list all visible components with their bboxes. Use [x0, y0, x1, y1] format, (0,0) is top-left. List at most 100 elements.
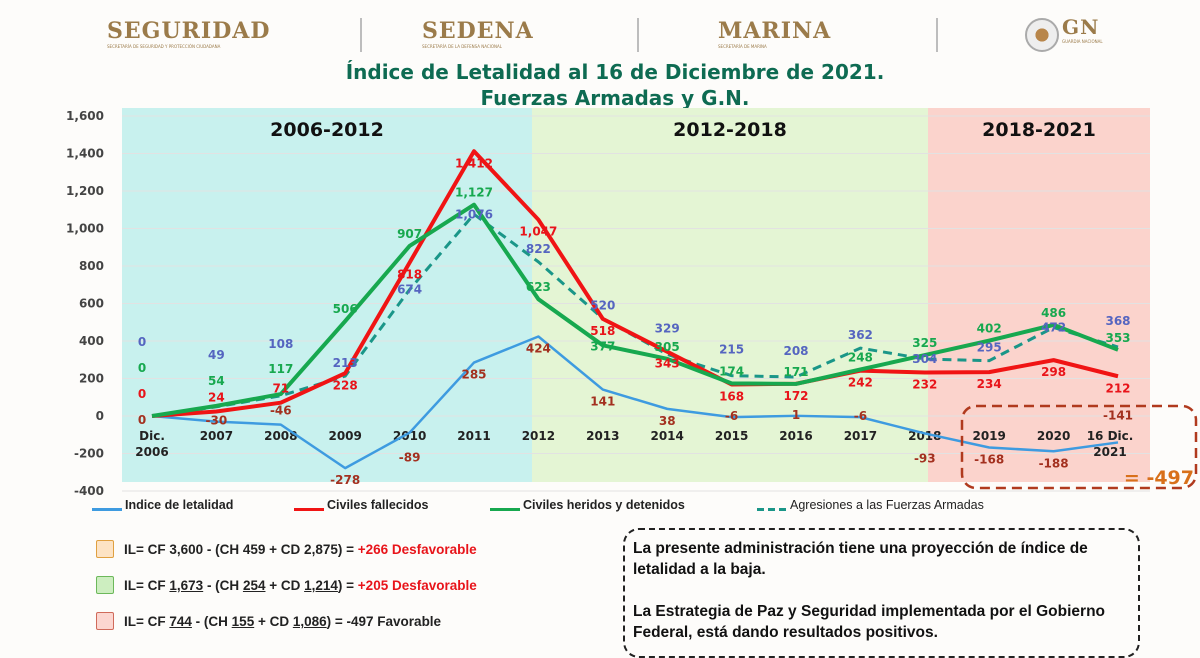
data-label: 295	[977, 341, 1002, 355]
data-label: 518	[590, 324, 615, 338]
formula-text: 1,214	[304, 578, 338, 593]
x-tick-label: 16 Dic.	[1087, 429, 1134, 443]
message-paragraph: La presente administración tiene una pro…	[633, 540, 1088, 578]
data-label: 228	[333, 378, 358, 392]
logo-separator	[637, 18, 639, 52]
data-label: 329	[655, 321, 680, 335]
legend-swatch	[294, 508, 324, 511]
formula-text: ) = -497 Favorable	[326, 614, 442, 629]
data-label: 242	[848, 376, 873, 390]
formula-text: 254	[242, 578, 266, 593]
y-tick-label: 1,400	[66, 147, 104, 161]
formula-text: ) =	[337, 578, 358, 593]
data-label: 0	[138, 413, 146, 427]
chart-title-line1: Índice de Letalidad al 16 de Diciembre d…	[345, 60, 885, 84]
period-label: 2006-2012	[270, 119, 384, 141]
data-label: 212	[1105, 381, 1130, 395]
data-label: 141	[590, 395, 615, 409]
formula-text: 1,673	[169, 578, 204, 593]
data-label: -6	[725, 409, 738, 423]
data-label: -188	[1039, 456, 1069, 470]
data-label: 208	[783, 344, 808, 358]
y-tick-label: 800	[79, 259, 104, 273]
data-label: 325	[912, 336, 937, 350]
data-label: 674	[397, 283, 422, 297]
formula-text: 1,086	[292, 614, 327, 629]
y-tick-label: -400	[74, 484, 104, 498]
y-tick-label: 200	[79, 372, 104, 386]
data-label: 215	[719, 343, 744, 357]
data-label: 362	[848, 328, 873, 342]
data-label: 248	[848, 351, 873, 365]
data-label: 49	[208, 348, 225, 362]
data-label: 472	[1041, 321, 1066, 335]
logo-sedena: SEDENA SECRETARÍA DE LA DEFENSA NACIONAL	[422, 18, 534, 49]
y-tick-label: 1,000	[66, 222, 104, 236]
data-label: 402	[977, 322, 1002, 336]
x-tick-label: 2006	[135, 445, 168, 459]
period-label: 2018-2021	[982, 119, 1096, 141]
period-label: 2012-2018	[673, 119, 787, 141]
logo-gn: GN GUARDIA NACIONAL	[1062, 15, 1103, 44]
data-label: 0	[138, 361, 146, 375]
data-label: -89	[399, 451, 421, 465]
data-label: 168	[719, 390, 744, 404]
legend-swatch	[490, 508, 520, 511]
period-color-box	[96, 540, 114, 558]
formula-text: 155	[231, 614, 255, 629]
x-tick-label: 2016	[779, 429, 812, 443]
formula-row: IL= CF 744 - (CH 155 + CD 1,086) = -497 …	[96, 612, 441, 630]
y-tick-label: 1,600	[66, 109, 104, 123]
data-label: 304	[912, 352, 937, 366]
data-label: 0	[138, 335, 146, 349]
data-label: -141	[1103, 408, 1133, 422]
gn-emblem-icon	[1025, 18, 1059, 52]
data-label: 213	[333, 356, 358, 370]
data-label: 305	[655, 340, 680, 354]
data-label: 172	[783, 389, 808, 403]
x-tick-label: 2011	[457, 429, 490, 443]
x-tick-label: Dic.	[139, 429, 165, 443]
formula-text: - (CH	[203, 578, 243, 593]
x-tick-label: 2015	[715, 429, 748, 443]
data-label: 54	[208, 374, 225, 388]
data-label: 424	[526, 342, 551, 356]
logo-marina: MARINA SECRETARÍA DE MARINA	[718, 18, 832, 49]
series-line	[151, 202, 1119, 418]
y-tick-label: 0	[96, 409, 104, 423]
data-label: 377	[590, 339, 615, 353]
chart-title-line2: Fuerzas Armadas y G.N.	[480, 86, 750, 110]
data-label: 907	[397, 227, 422, 241]
logo-seguridad: SEGURIDAD SECRETARÍA DE SEGURIDAD Y PROTE…	[107, 18, 271, 49]
legend-swatch	[757, 508, 787, 511]
x-tick-label: 2013	[586, 429, 619, 443]
data-label: 0	[138, 387, 146, 401]
data-label: 71	[272, 382, 289, 396]
x-tick-label: 2007	[200, 429, 233, 443]
x-tick-label: 2012	[522, 429, 555, 443]
series-line	[151, 149, 1119, 418]
formula-text: 744	[169, 614, 192, 629]
data-label: 171	[783, 365, 808, 379]
legend-item: Indice de letalidad	[92, 498, 233, 512]
formula-text: IL= CF	[124, 578, 170, 593]
formula-text: IL= CF	[124, 614, 170, 629]
period-band	[532, 108, 928, 482]
data-label: 353	[1105, 331, 1130, 345]
data-label: 486	[1041, 306, 1066, 320]
x-tick-label: 2021	[1093, 445, 1126, 459]
formula-row: IL= CF 1,673 - (CH 254 + CD 1,214) = +20…	[96, 576, 477, 594]
data-label: 506	[333, 302, 358, 316]
data-label: 234	[977, 377, 1002, 391]
x-tick-label: 2014	[650, 429, 683, 443]
data-label: 285	[461, 368, 486, 382]
x-tick-label: 2008	[264, 429, 297, 443]
formula-row: IL= CF 3,600 - (CH 459 + CD 2,875) = +26…	[96, 540, 477, 558]
period-color-box	[96, 576, 114, 594]
legend-item: Civiles heridos y detenidos	[490, 498, 685, 512]
series-line	[151, 335, 1119, 470]
data-label: 232	[912, 378, 937, 392]
logo-separator	[936, 18, 938, 52]
data-label: -30	[206, 414, 228, 428]
